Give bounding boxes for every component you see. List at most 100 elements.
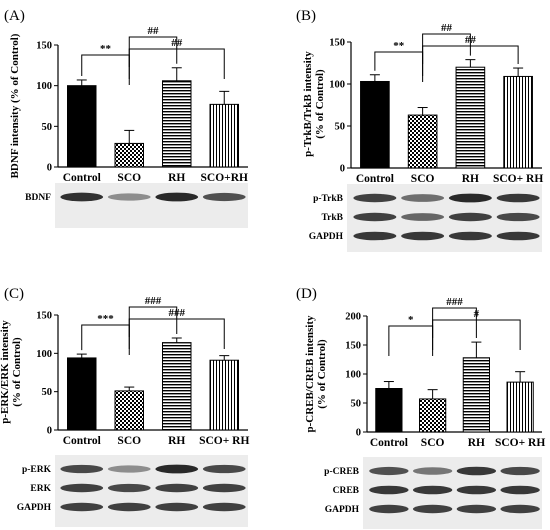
blot-band [500,485,540,495]
panel-label: (D) [296,286,317,302]
blot-band [155,192,199,202]
panel-label: (C) [4,286,24,302]
panel-a: (A) BDNF intensity (% of Control) 0 50 100 15… [4,8,248,228]
x-tick-label: RH [168,172,185,184]
bar-sco [114,390,144,431]
x-tick-label: SCO [117,435,141,447]
blot-band [496,212,540,222]
western-blot: BDNF [25,183,248,228]
blot-membrane [55,183,248,228]
blot-band [369,485,409,495]
panel-b: (B) p-TrkB/TrkB intensity (% of Control) 0 5… [296,8,543,252]
significance-bracket [128,318,225,349]
y-tick-label: 0 [47,163,52,174]
y-tick-label: 50 [351,399,362,410]
bar-sco [114,142,144,168]
bar-sco [407,114,438,169]
y-tick-label: 0 [356,428,361,439]
blot-band [412,467,453,475]
x-tick-label: RH [168,435,185,447]
significance-bracket [81,324,130,355]
significance-bracket [388,325,434,356]
bar-control [375,388,403,433]
significance-marker: ## [171,37,183,49]
blot-band [353,193,397,203]
x-tick-label: SCO [117,172,141,184]
x-tick-label: RH [462,173,479,185]
blot-band [202,502,246,512]
blot-row-label: p-CREB [324,467,360,477]
y-tick-label: 100 [329,80,345,91]
significance-bracket [374,51,424,82]
y-tick-label: 100 [345,370,361,381]
bar-sco [419,398,447,433]
y-axis-label: p-ERK/ERK intensity [0,320,11,424]
blot-band [353,212,397,222]
x-tick-label: SCO+RH [201,172,249,184]
blot-row-label: GAPDH [17,503,52,513]
blot-row-label: GAPDH [325,505,360,515]
significance-marker: ** [100,43,112,55]
blot-band [60,502,104,512]
blot-band [60,464,104,474]
blot-band [456,504,497,514]
y-axis-label: (% of Control) [11,337,23,407]
y-tick-label: 150 [36,41,52,52]
x-tick-label: Control [63,435,101,447]
y-tick-label: 150 [329,38,345,49]
panel-d: (D) p-CREB/CREB intensity (% of Control) 0 5… [296,286,545,529]
blot-band [60,483,104,493]
blot-band [456,466,497,476]
significance-bracket [128,36,178,67]
blot-band [60,192,104,202]
bar-rh [162,342,192,431]
significance-bracket [81,54,130,85]
significance-marker: # [474,308,480,320]
blot-row-label: TrkB [322,213,344,223]
y-tick-label: 100 [36,349,52,360]
x-tick-label: SCO [411,173,435,185]
blot-band [107,502,151,512]
y-tick-label: 50 [42,387,53,398]
blot-band [412,485,453,495]
bar-sco-rh [503,75,533,169]
blot-band [369,466,409,476]
significance-marker: ** [393,40,405,52]
y-axis-label: BDNF intensity (% of Control) [9,33,21,178]
blot-row-label: p-TrkB [313,194,344,204]
bar-sco-rh [209,359,239,431]
significance-bracket [128,48,225,79]
significance-bracket [432,319,521,350]
blot-row-label: CREB [333,486,360,496]
blot-band [500,504,540,514]
blot-band [448,231,492,241]
y-axis-label: (% of Control) [314,69,326,139]
blot-row-label: p-ERK [22,465,52,475]
y-axis-label: p-TrkB/TrkB intensity [302,51,314,157]
y-axis-label: p-CREB/CREB intensity [304,315,316,433]
y-tick-label: 0 [340,164,345,175]
western-blot: p-CREB CREB GAPDH [324,457,542,529]
blot-row-label: GAPDH [309,232,344,242]
x-tick-label: SCO+ RH [495,437,545,449]
bar-sco-rh [506,381,534,433]
blot-band [401,194,445,202]
blot-band [107,465,151,473]
significance-marker: *** [97,313,114,325]
panel-label: (B) [296,8,316,24]
blot-band [155,464,199,474]
bar-rh [162,80,192,168]
bar-control [67,357,97,431]
blot-band [202,192,246,202]
blot-band [496,193,540,203]
blot-band [500,466,540,476]
western-blot: p-ERK ERK GAPDH [17,455,248,527]
y-tick-label: 0 [47,426,52,437]
blot-band [353,231,397,241]
blot-band [155,483,199,493]
blot-band [202,483,246,493]
bar-control [360,80,390,169]
significance-bracket [422,45,519,76]
y-axis-label: (% of Control) [316,339,328,409]
